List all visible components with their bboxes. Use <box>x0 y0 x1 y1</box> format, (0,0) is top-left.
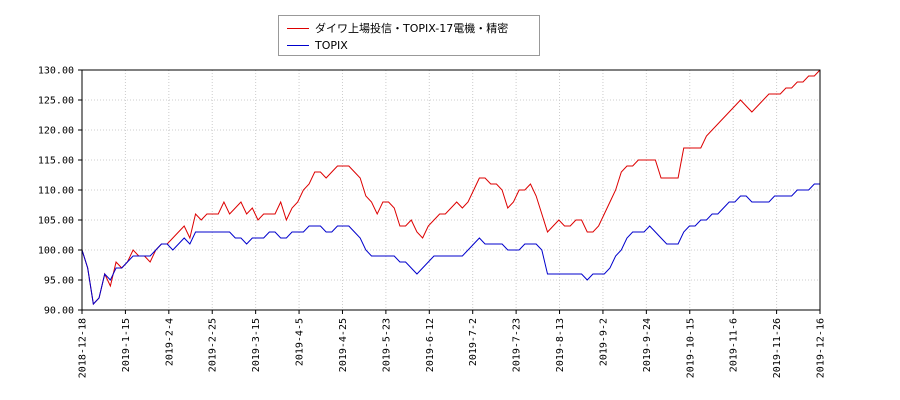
x-axis: 2018-12-18 2019-1-15 2019-2-4 2019-2-25 2019… <box>78 310 827 378</box>
legend-item-topix: TOPIX <box>287 37 348 53</box>
y-tick-label: 125.00 <box>38 96 74 107</box>
x-tick-label: 2019-11-26 <box>772 318 783 378</box>
x-tick-label: 2019-12-16 <box>816 318 827 378</box>
y-tick-label: 105.00 <box>38 216 74 227</box>
x-tick-label: 2019-7-2 <box>468 318 479 366</box>
x-tick-label: 2019-3-15 <box>251 318 262 372</box>
legend: ダイワ上場投信・TOPIX-17電機・精密 TOPIX <box>278 15 540 56</box>
x-tick-label: 2019-2-25 <box>208 318 219 372</box>
y-tick-label: 100.00 <box>38 246 74 257</box>
x-tick-label: 2018-12-18 <box>78 318 89 378</box>
x-tick-label: 2019-4-25 <box>338 318 349 372</box>
y-tick-label: 130.00 <box>38 66 74 77</box>
y-tick-label: 115.00 <box>38 156 74 167</box>
grid <box>81 69 821 311</box>
y-axis: 90.00 95.00 100.00 105.00 110.00 115.00 120.00… <box>38 66 82 317</box>
legend-swatch-red <box>287 27 309 29</box>
y-tick-label: 120.00 <box>38 126 74 137</box>
x-tick-label: 2019-2-4 <box>164 318 175 366</box>
legend-item-etf: ダイワ上場投信・TOPIX-17電機・精密 <box>287 20 508 36</box>
x-tick-label: 2019-11-6 <box>729 318 740 372</box>
plot-frame <box>81 69 821 311</box>
y-tick-label: 110.00 <box>38 186 74 197</box>
x-tick-label: 2019-6-12 <box>425 318 436 372</box>
series-line-etf <box>81 69 821 306</box>
y-tick-label: 95.00 <box>44 276 74 287</box>
series-lines <box>81 69 821 306</box>
x-tick-label: 2019-10-15 <box>685 318 696 378</box>
legend-label-topix: TOPIX <box>315 38 348 52</box>
x-tick-label: 2019-1-15 <box>121 318 132 372</box>
x-tick-label: 2019-9-2 <box>598 318 609 366</box>
x-tick-label: 2019-4-5 <box>295 318 306 366</box>
x-tick-label: 2019-9-24 <box>642 318 653 372</box>
legend-label-etf: ダイワ上場投信・TOPIX-17電機・精密 <box>315 22 509 35</box>
x-tick-label: 2019-8-13 <box>555 318 566 372</box>
y-tick-label: 90.00 <box>44 306 74 317</box>
legend-swatch-blue <box>287 44 309 46</box>
series-line-topix <box>81 183 820 306</box>
x-tick-label: 2019-7-23 <box>512 318 523 372</box>
x-tick-label: 2019-5-23 <box>381 318 392 372</box>
